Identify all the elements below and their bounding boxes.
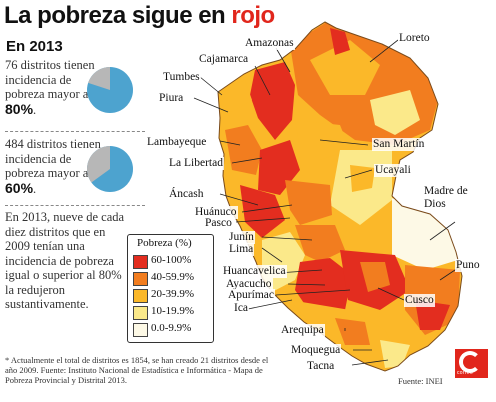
label-junin: Junín bbox=[228, 231, 255, 244]
legend-item: 0.0-9.9% bbox=[133, 322, 213, 338]
pie-slice-share bbox=[88, 67, 110, 90]
legend-item: 40-59.9% bbox=[133, 271, 213, 287]
label-huanuco: Huánuco bbox=[194, 206, 238, 219]
label-ica: Ica bbox=[233, 302, 250, 315]
label-huancavelica: Huancavelica bbox=[222, 265, 287, 278]
logo-c-icon bbox=[459, 351, 481, 373]
label-lambayeque: Lambayeque bbox=[146, 136, 208, 149]
label-tacna: Tacna bbox=[306, 360, 336, 373]
label-ucayali: Ucayali bbox=[374, 164, 412, 177]
note-text: En 2013, nueve de cada diez distritos qu… bbox=[5, 210, 125, 311]
label-cajamarca: Cajamarca bbox=[198, 53, 250, 66]
source-credit: Fuente: INEI bbox=[398, 376, 443, 386]
legend-swatch bbox=[133, 255, 148, 269]
page-title: La pobreza sigue en rojo bbox=[4, 2, 275, 29]
legend-swatch bbox=[133, 289, 148, 303]
stat-80: 76 distritos tienen incidencia de pobrez… bbox=[5, 58, 95, 117]
label-san-martin: San Martín bbox=[372, 138, 426, 151]
legend-title: Pobreza (%) bbox=[137, 237, 192, 249]
label-ayacucho: Ayacucho bbox=[225, 278, 273, 291]
subtitle: En 2013 bbox=[6, 38, 63, 55]
legend: Pobreza (%) 60-100% 40-59.9% 20-39.9% 10… bbox=[127, 234, 214, 343]
label-moquegua: Moquegua bbox=[290, 344, 342, 357]
footnote: * Actualmente el total de distritos es 1… bbox=[5, 355, 269, 385]
legend-swatch bbox=[133, 323, 148, 337]
correo-logo: correo bbox=[455, 349, 488, 378]
label-piura: Piura bbox=[158, 92, 185, 105]
label-madre-de-dios: Madre de Dios bbox=[423, 185, 469, 211]
label-tumbes: Tumbes bbox=[162, 71, 201, 84]
legend-item: 20-39.9% bbox=[133, 288, 213, 304]
label-pasco: Pasco bbox=[204, 217, 233, 230]
label-loreto: Loreto bbox=[398, 32, 431, 45]
label-amazonas: Amazonas bbox=[244, 37, 295, 50]
legend-swatch bbox=[133, 272, 148, 286]
label-arequipa: Arequipa bbox=[280, 324, 325, 337]
pie-chart-80 bbox=[87, 67, 133, 113]
label-puno: Puno bbox=[455, 259, 481, 272]
label-ancash: Áncash bbox=[168, 188, 205, 201]
label-apurimac: Apurímac bbox=[227, 289, 275, 302]
divider bbox=[5, 205, 145, 206]
pie-slice-share bbox=[87, 146, 110, 183]
legend-swatch bbox=[133, 306, 148, 320]
legend-item: 10-19.9% bbox=[133, 305, 213, 321]
label-cusco: Cusco bbox=[404, 294, 435, 307]
label-lima: Lima bbox=[228, 243, 255, 256]
legend-item: 60-100% bbox=[133, 254, 213, 270]
stat-60: 484 distritos tienen incidencia de pobre… bbox=[5, 137, 101, 196]
divider bbox=[5, 131, 145, 132]
label-la-libertad: La Libertad bbox=[168, 157, 224, 170]
pie-chart-60 bbox=[87, 146, 133, 192]
